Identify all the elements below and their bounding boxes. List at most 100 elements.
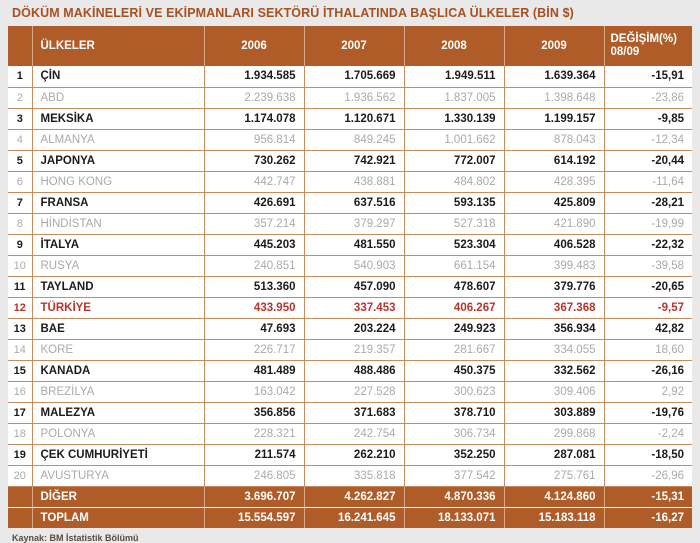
summary-value-2007: 16.241.645	[304, 507, 405, 528]
row-value-2009: 299.868	[504, 423, 605, 445]
row-index: 8	[8, 213, 33, 235]
table-row[interactable]: 20 AVUSTURYA 246.805 335.818 377.542 275.761-…	[8, 465, 692, 487]
table-head: ÜLKELER 2006 2007 2008 2009 DEĞİŞİM(%) 0…	[8, 26, 692, 66]
imports-table: ÜLKELER 2006 2007 2008 2009 DEĞİŞİM(%) 0…	[8, 26, 692, 528]
row-index: 17	[8, 402, 33, 424]
row-country-name: TAYLAND	[32, 276, 205, 298]
table-row[interactable]: 3 MEKSİKA 1.174.078 1.120.671 1.330.139 1.199…	[8, 108, 692, 130]
table-row[interactable]: 1 ÇİN 1.934.585 1.705.669 1.949.511 1.639.364…	[8, 66, 692, 88]
row-value-2006: 226.717	[204, 339, 305, 361]
row-value-2008: 300.623	[404, 381, 505, 403]
row-value-2008: 352.250	[404, 444, 505, 466]
row-value-2007: 488.486	[304, 360, 405, 382]
row-index: 3	[8, 108, 33, 130]
row-value-change: 42,82	[604, 318, 692, 340]
row-value-change: 2,92	[604, 381, 692, 403]
row-value-2006: 513.360	[204, 276, 305, 298]
row-value-change: -19,99	[604, 213, 692, 235]
table-row[interactable]: 8 HİNDİSTAN 357.214 379.297 527.318 421.890 -1…	[8, 213, 692, 235]
row-value-2007: 371.683	[304, 402, 405, 424]
table-row[interactable]: 13 BAE 47.693 203.224 249.923 356.934 42,82	[8, 318, 692, 340]
table-row[interactable]: 7 FRANSA 426.691 637.516 593.135 425.809 -28,2…	[8, 192, 692, 214]
table-row[interactable]: 16 BREZİLYA 163.042 227.528 300.623 309.406 2,…	[8, 381, 692, 403]
summary-row: TOPLAM 15.554.597 16.241.645 18.133.071 15.1…	[8, 507, 692, 528]
row-country-name: FRANSA	[32, 192, 205, 214]
row-value-2006: 246.805	[204, 465, 305, 487]
summary-index	[8, 486, 33, 508]
row-value-2006: 240.851	[204, 255, 305, 277]
row-value-2006: 211.574	[204, 444, 305, 466]
table-row[interactable]: 17 MALEZYA 356.856 371.683 378.710 303.889 -19…	[8, 402, 692, 424]
row-value-2006: 356.856	[204, 402, 305, 424]
table-row[interactable]: 6 HONG KONG 442.747 438.881 484.802 428.395 -1…	[8, 171, 692, 193]
row-value-2009: 1.199.157	[504, 108, 605, 130]
page-title-bar: DÖKÜM MAKİNELERİ VE EKİPMANLARI SEKTÖRÜ …	[0, 0, 700, 26]
row-value-2009: 1.639.364	[504, 66, 605, 88]
row-value-2008: 378.710	[404, 402, 505, 424]
row-value-2006: 442.747	[204, 171, 305, 193]
row-country-name: İTALYA	[32, 234, 205, 256]
row-value-2009: 367.368	[504, 297, 605, 319]
row-value-2007: 242.754	[304, 423, 405, 445]
row-value-change: -23,86	[604, 87, 692, 109]
row-value-2006: 956.814	[204, 129, 305, 151]
source-note: Kaynak: BM İstatistik Bölümü	[0, 528, 700, 543]
page-title: DÖKÜM MAKİNELERİ VE EKİPMANLARI SEKTÖRÜ …	[12, 6, 574, 20]
row-value-2007: 742.921	[304, 150, 405, 172]
column-header-2009: 2009	[504, 26, 605, 66]
row-value-change: -15,91	[604, 66, 692, 88]
table-row[interactable]: 18 POLONYA 228.321 242.754 306.734 299.868 -2,…	[8, 423, 692, 445]
row-value-2008: 1.949.511	[404, 66, 505, 88]
row-value-change: -2,24	[604, 423, 692, 445]
table-row[interactable]: 12 TÜRKİYE 433.950 337.453 406.267 367.368 -9,…	[8, 297, 692, 319]
row-value-2007: 203.224	[304, 318, 405, 340]
row-value-2008: 1.330.139	[404, 108, 505, 130]
row-value-2007: 540.903	[304, 255, 405, 277]
row-value-change: 18,60	[604, 339, 692, 361]
row-index: 4	[8, 129, 33, 151]
table-row[interactable]: 10 RUSYA 240.851 540.903 661.154 399.483 -39,5…	[8, 255, 692, 277]
row-value-2009: 334.055	[504, 339, 605, 361]
row-index: 2	[8, 87, 33, 109]
table-row[interactable]: 15 KANADA 481.489 488.486 450.375 332.562 -26,…	[8, 360, 692, 382]
row-value-change: -22,32	[604, 234, 692, 256]
row-value-2008: 484.802	[404, 171, 505, 193]
row-index: 14	[8, 339, 33, 361]
row-value-2006: 445.203	[204, 234, 305, 256]
row-value-2007: 227.528	[304, 381, 405, 403]
table-row[interactable]: 4 ALMANYA 956.814 849.245 1.001.662 878.043 -1…	[8, 129, 692, 151]
row-value-2008: 249.923	[404, 318, 505, 340]
row-value-2008: 406.267	[404, 297, 505, 319]
table-row[interactable]: 19 ÇEK CUMHURİYETİ 211.574 262.210 352.250 28…	[8, 444, 692, 466]
row-index: 18	[8, 423, 33, 445]
column-header-2007: 2007	[304, 26, 405, 66]
column-header-2008: 2008	[404, 26, 505, 66]
row-value-change: -26,96	[604, 465, 692, 487]
summary-value-2006: 3.696.707	[204, 486, 305, 508]
column-header-change: DEĞİŞİM(%) 08/09	[604, 26, 692, 66]
row-value-change: -39,58	[604, 255, 692, 277]
row-value-2009: 309.406	[504, 381, 605, 403]
row-value-2007: 262.210	[304, 444, 405, 466]
table-row[interactable]: 11 TAYLAND 513.360 457.090 478.607 379.776 -20…	[8, 276, 692, 298]
table-row[interactable]: 9 İTALYA 445.203 481.550 523.304 406.528 -22,3…	[8, 234, 692, 256]
summary-label: TOPLAM	[32, 507, 205, 528]
table-row[interactable]: 14 KORE 226.717 219.357 281.667 334.055 18,60	[8, 339, 692, 361]
row-value-2007: 481.550	[304, 234, 405, 256]
summary-value-2007: 4.262.827	[304, 486, 405, 508]
row-value-2008: 377.542	[404, 465, 505, 487]
row-value-2007: 849.245	[304, 129, 405, 151]
row-value-2009: 275.761	[504, 465, 605, 487]
column-header-country: ÜLKELER	[32, 26, 205, 66]
row-country-name: BAE	[32, 318, 205, 340]
row-value-2008: 1.001.662	[404, 129, 505, 151]
table-row[interactable]: 2 ABD 2.239.638 1.936.562 1.837.005 1.398.648…	[8, 87, 692, 109]
row-value-2009: 428.395	[504, 171, 605, 193]
row-index: 13	[8, 318, 33, 340]
table-row[interactable]: 5 JAPONYA 730.262 742.921 772.007 614.192 -20,…	[8, 150, 692, 172]
row-value-2007: 457.090	[304, 276, 405, 298]
row-index: 16	[8, 381, 33, 403]
header-row: ÜLKELER 2006 2007 2008 2009 DEĞİŞİM(%) 0…	[8, 26, 692, 66]
row-index: 11	[8, 276, 33, 298]
